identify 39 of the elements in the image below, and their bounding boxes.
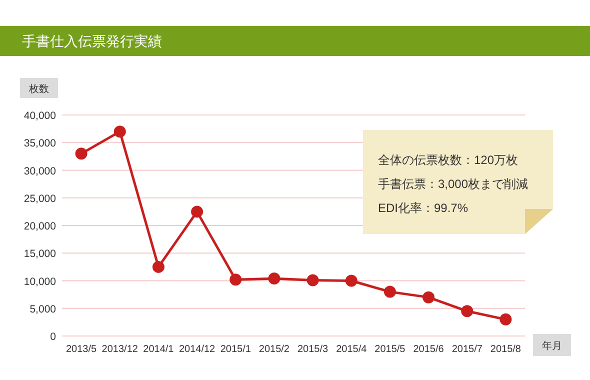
- y-tick-label: 0: [50, 331, 56, 343]
- x-tick-label: 2013/5: [66, 344, 98, 355]
- annotation: 手書伝票：3,000枚まで削減: [378, 177, 528, 191]
- y-tick-label: 15,000: [24, 248, 56, 260]
- point: [230, 274, 242, 286]
- y-tick-label: 5,000: [30, 303, 56, 316]
- y-tick-label: 35,000: [24, 138, 56, 150]
- y-tick-label: 30,000: [24, 165, 56, 178]
- x-tick-label: 2014/1: [143, 344, 174, 355]
- x-tick-label: 2014/12: [178, 344, 216, 355]
- point: [152, 260, 164, 273]
- y-tick-label: 40,000: [24, 110, 56, 122]
- point: [75, 148, 88, 160]
- y-tick-label: 10,000: [24, 276, 56, 288]
- point: [384, 286, 396, 298]
- point: [422, 291, 435, 304]
- x-tick-label: 2015/6: [413, 344, 444, 355]
- annotation: EDI化率：99.7%: [378, 201, 468, 215]
- y-tick-label: 25,000: [24, 192, 56, 205]
- x-tick-label: 2015/3: [297, 344, 329, 355]
- point: [268, 272, 280, 285]
- x-tick-label: 2015/4: [336, 344, 368, 355]
- point: [114, 126, 126, 138]
- point: [306, 274, 319, 286]
- point: [191, 206, 204, 218]
- x-tick-label: 2013/12: [102, 344, 138, 355]
- point: [461, 305, 474, 318]
- x-axis-title: 年月: [542, 340, 562, 352]
- point: [500, 313, 512, 326]
- x-tick-label: 2015/5: [374, 344, 406, 355]
- x-tick-label: 2015/7: [452, 344, 483, 355]
- x-tick-label: 2015/2: [258, 344, 290, 355]
- y-axis-title: 枚数: [28, 83, 49, 95]
- annotation: 全体の伝票枚数：120万枚: [378, 153, 518, 167]
- x-tick-label: 2015/8: [490, 344, 522, 355]
- x-tick-label: 2015/1: [220, 344, 252, 355]
- y-tick-label: 20,000: [24, 220, 56, 232]
- chart-title: 手書仕入伝票発行実績: [22, 33, 162, 49]
- point: [345, 274, 358, 287]
